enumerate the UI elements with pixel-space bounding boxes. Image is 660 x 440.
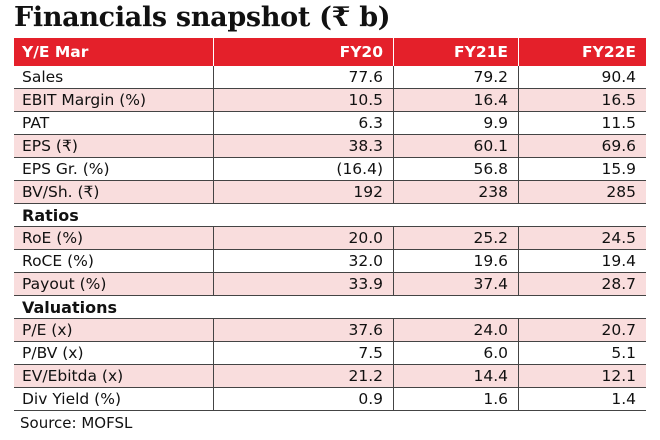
cell-value: 15.9 [518,158,646,180]
data-row: Payout (%) 33.9 37.4 28.7 [14,273,646,296]
cell-value: 38.3 [213,135,393,157]
data-row: P/E (x) 37.6 24.0 20.7 [14,319,646,342]
cell-value: 25.2 [393,227,518,249]
data-row: RoE (%) 20.0 25.2 24.5 [14,227,646,250]
cell-value: 60.1 [393,135,518,157]
cell-value: 24.5 [518,227,646,249]
column-header: FY20 [213,38,393,66]
row-label: BV/Sh. (₹) [22,183,100,201]
cell-value: 11.5 [518,112,646,134]
data-row: BV/Sh. (₹) 192 238 285 [14,181,646,204]
cell-value: 37.4 [393,273,518,295]
cell-value: 285 [518,181,646,203]
row-label: Payout (%) [22,275,107,293]
cell-value: 9.9 [393,112,518,134]
cell-value: (16.4) [213,158,393,180]
row-label: EBIT Margin (%) [22,91,147,109]
cell-value: 192 [213,181,393,203]
cell-value: 90.4 [518,66,646,88]
section-row: Valuations [14,296,646,319]
row-label: PAT [22,114,50,132]
cell-value: 21.2 [213,365,393,387]
cell-value: 28.7 [518,273,646,295]
cell-value: 16.4 [393,89,518,111]
row-label: Sales [22,68,64,86]
data-row: EPS Gr. (%) (16.4) 56.8 15.9 [14,158,646,181]
cell-value: 32.0 [213,250,393,272]
cell-value: 16.5 [518,89,646,111]
table: Y/E Mar FY20 FY21E FY22E Sales 77.6 79.2 90.4 EB… [14,38,646,411]
cell-value: 19.4 [518,250,646,272]
cell-value: 79.2 [393,66,518,88]
data-row: Div Yield (%) 0.9 1.6 1.4 [14,388,646,411]
data-row: EPS (₹) 38.3 60.1 69.6 [14,135,646,158]
data-row: Sales 77.6 79.2 90.4 [14,66,646,89]
row-label: EPS (₹) [22,137,78,155]
section-row: Ratios [14,204,646,227]
row-label: RoE (%) [22,229,84,247]
cell-value: 1.6 [393,388,518,410]
section-label: Valuations [22,297,118,317]
column-header: FY21E [393,38,518,66]
cell-value: 0.9 [213,388,393,410]
cell-value: 5.1 [518,342,646,364]
row-label: RoCE (%) [22,252,94,270]
title: Financials snapshot (₹ b) [14,2,391,33]
cell-value: 37.6 [213,319,393,341]
cell-value: 77.6 [213,66,393,88]
data-row: RoCE (%) 32.0 19.6 19.4 [14,250,646,273]
source: Source: MOFSL [20,414,133,432]
column-header: Y/E Mar [22,43,89,61]
row-label: Div Yield (%) [22,390,121,408]
cell-value: 238 [393,181,518,203]
cell-value: 33.9 [213,273,393,295]
row-label: P/E (x) [22,321,73,339]
cell-value: 56.8 [393,158,518,180]
cell-value: 20.7 [518,319,646,341]
row-label: EV/Ebitda (x) [22,367,124,385]
data-row: PAT 6.3 9.9 11.5 [14,112,646,135]
cell-value: 19.6 [393,250,518,272]
cell-value: 6.3 [213,112,393,134]
cell-value: 10.5 [213,89,393,111]
cell-value: 6.0 [393,342,518,364]
cell-value: 14.4 [393,365,518,387]
column-header: FY22E [518,38,646,66]
cell-value: 24.0 [393,319,518,341]
cell-value: 1.4 [518,388,646,410]
cell-value: 69.6 [518,135,646,157]
data-row: EBIT Margin (%) 10.5 16.4 16.5 [14,89,646,112]
row-label: EPS Gr. (%) [22,160,110,178]
cell-value: 20.0 [213,227,393,249]
row-label: P/BV (x) [22,344,84,362]
data-row: EV/Ebitda (x) 21.2 14.4 12.1 [14,365,646,388]
data-row: P/BV (x) 7.5 6.0 5.1 [14,342,646,365]
cell-value: 7.5 [213,342,393,364]
header-row: Y/E Mar FY20 FY21E FY22E [14,38,646,66]
section-label: Ratios [22,205,79,225]
cell-value: 12.1 [518,365,646,387]
